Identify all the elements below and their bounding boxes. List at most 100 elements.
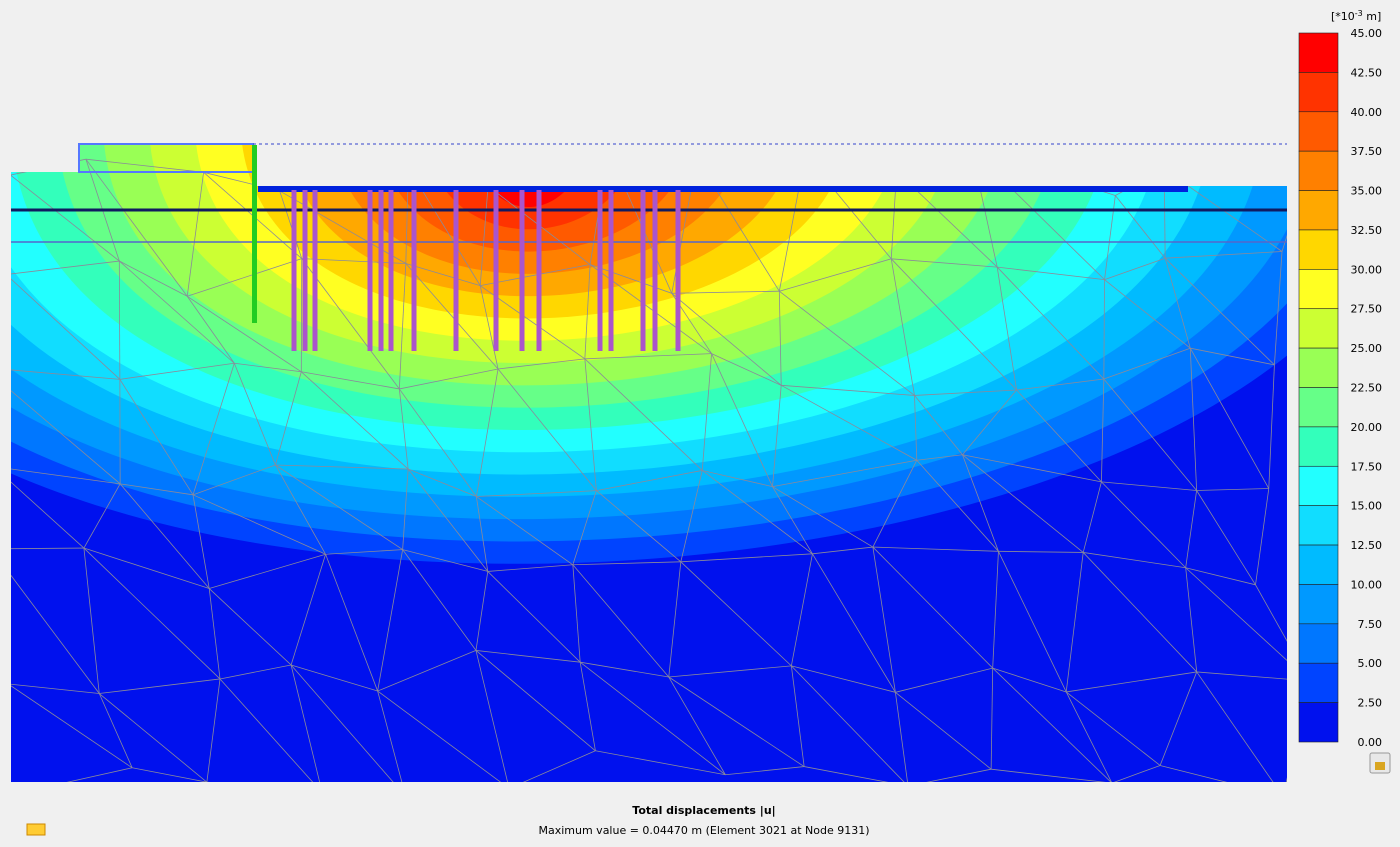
structures <box>11 143 1287 351</box>
result-title: Total displacements |u| <box>632 804 775 817</box>
mesh-line <box>99 693 208 782</box>
contour-plot <box>11 144 1287 782</box>
mesh-line <box>680 470 703 562</box>
mesh-line <box>781 384 915 396</box>
pile <box>411 190 417 351</box>
mesh-line <box>479 186 489 286</box>
pile <box>519 190 525 351</box>
mesh-line <box>872 546 993 669</box>
mesh-line <box>1185 567 1287 682</box>
mesh-line <box>377 650 477 692</box>
mesh-line <box>290 554 326 666</box>
mesh-line <box>589 264 672 294</box>
legend-unit: [*10-3 m] <box>1331 9 1381 23</box>
legend-band <box>1298 229 1339 270</box>
mesh-line <box>772 486 874 548</box>
mesh-line <box>1196 490 1256 586</box>
mesh-line <box>914 395 963 455</box>
mesh-line <box>192 494 210 589</box>
mesh-line <box>1115 195 1166 259</box>
mesh-line <box>1185 567 1256 586</box>
mesh-line <box>725 766 805 776</box>
mesh-line <box>668 665 792 678</box>
mesh-line <box>208 588 221 680</box>
mesh-line <box>192 363 235 495</box>
mesh-line <box>668 676 805 767</box>
mesh-line <box>301 371 400 390</box>
mesh-line <box>1065 691 1113 782</box>
pile <box>388 190 394 351</box>
legend-tick-label: 20.00 <box>1351 421 1383 434</box>
mesh-line <box>187 258 302 297</box>
legend-band <box>1298 32 1339 73</box>
mesh-line <box>781 384 917 461</box>
legend-tick-label: 17.50 <box>1351 460 1383 473</box>
mesh-line <box>895 667 993 693</box>
mesh-line <box>916 454 963 461</box>
mesh-line <box>711 353 773 487</box>
mesh-line <box>487 564 573 572</box>
pile <box>453 190 459 351</box>
mesh-line <box>11 260 120 275</box>
mesh-line <box>962 454 1102 483</box>
mesh-line <box>377 690 407 782</box>
mesh-line <box>1083 552 1186 569</box>
mesh-line <box>402 469 409 550</box>
mesh-line <box>279 190 303 259</box>
legend-band <box>1298 623 1339 664</box>
mesh-line <box>480 264 591 287</box>
mesh-line <box>399 368 499 390</box>
mesh-line <box>962 454 1084 553</box>
legend-tick-label: 35.00 <box>1351 185 1383 198</box>
mesh-line <box>99 678 221 694</box>
mesh-line <box>1159 671 1198 766</box>
mesh-line <box>680 561 792 667</box>
mesh-line <box>1268 364 1275 489</box>
mesh-line <box>234 362 302 373</box>
pile <box>367 190 373 351</box>
legend-tick-label: 7.50 <box>1358 618 1383 631</box>
mesh-line <box>290 664 323 782</box>
mesh-line <box>275 464 326 555</box>
mesh-line <box>118 261 121 380</box>
legend-tick-label: 15.00 <box>1351 500 1383 513</box>
mesh-line <box>998 551 1067 693</box>
pile <box>378 190 384 351</box>
mesh-line <box>1016 389 1102 483</box>
mesh-line <box>791 665 896 693</box>
mesh-line <box>119 379 194 496</box>
pile <box>640 190 646 351</box>
legend-tick-label: 40.00 <box>1351 106 1383 119</box>
mesh-line <box>192 494 326 555</box>
mesh-line <box>398 388 409 470</box>
mesh-line <box>790 553 813 666</box>
legend-tick-label: 30.00 <box>1351 263 1383 276</box>
mesh-line <box>579 661 726 776</box>
mesh-line <box>907 768 992 782</box>
mesh-line <box>668 561 682 678</box>
mesh-line <box>680 553 813 563</box>
mesh-line <box>475 496 489 572</box>
mesh-line <box>399 388 477 497</box>
mesh-line <box>1082 481 1102 553</box>
mesh-line <box>812 546 873 555</box>
mesh-line <box>479 285 499 370</box>
pile <box>608 190 614 351</box>
legend-tick-label: 10.00 <box>1351 578 1383 591</box>
mesh-line <box>596 490 682 563</box>
mesh-line <box>475 650 596 752</box>
mesh-line <box>119 483 210 589</box>
mesh-line <box>991 768 1112 782</box>
mesh-line <box>1196 671 1284 782</box>
mesh-line <box>11 548 100 694</box>
mesh-line <box>895 691 992 770</box>
mesh-line <box>279 190 407 264</box>
mesh-line <box>476 496 574 566</box>
mesh-line <box>1111 765 1161 782</box>
mesh-line <box>119 260 188 297</box>
mesh-line <box>275 464 409 470</box>
mesh-line <box>11 274 121 380</box>
mesh-line <box>407 468 477 497</box>
mesh-line <box>497 358 585 370</box>
